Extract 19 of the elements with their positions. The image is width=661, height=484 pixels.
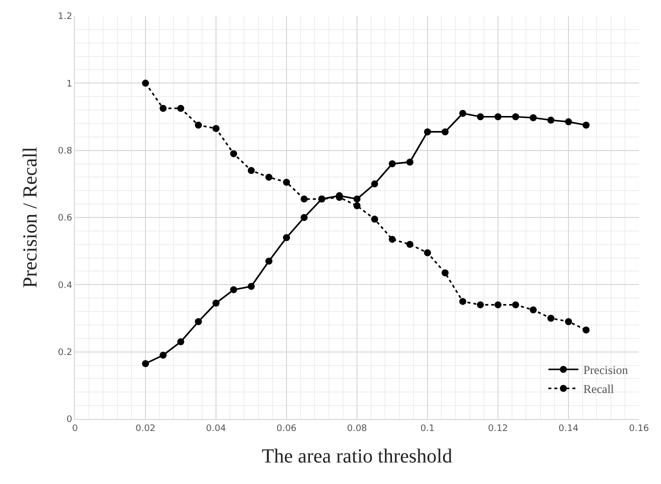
x-tick-label: 0.16 [628, 424, 650, 434]
x-tick-label: 0.02 [135, 424, 156, 434]
y-axis-title: Precision / Recall [19, 146, 42, 288]
legend-label: Recall [583, 382, 615, 396]
x-tick-label: 0.04 [206, 424, 226, 434]
y-tick-label: 0.4 [58, 280, 72, 291]
y-tick-label: 1.2 [58, 12, 72, 22]
x-tick-label: 0.12 [488, 424, 508, 434]
x-tick-label: 0.1 [420, 424, 435, 434]
x-tick-label: 0.14 [558, 424, 579, 434]
legend-label: Precision [583, 363, 628, 378]
y-tick-label: 0 [66, 415, 72, 426]
x-tick-label: 0.08 [346, 424, 368, 434]
y-tick-label: 0.8 [58, 146, 72, 156]
x-tick-label: 0.06 [276, 424, 297, 434]
y-tick-label: 0.6 [58, 214, 72, 224]
y-tick-label: 0.2 [58, 348, 72, 358]
x-axis-title: The area ratio threshold [262, 445, 452, 468]
y-tick-label: 1 [66, 79, 72, 90]
